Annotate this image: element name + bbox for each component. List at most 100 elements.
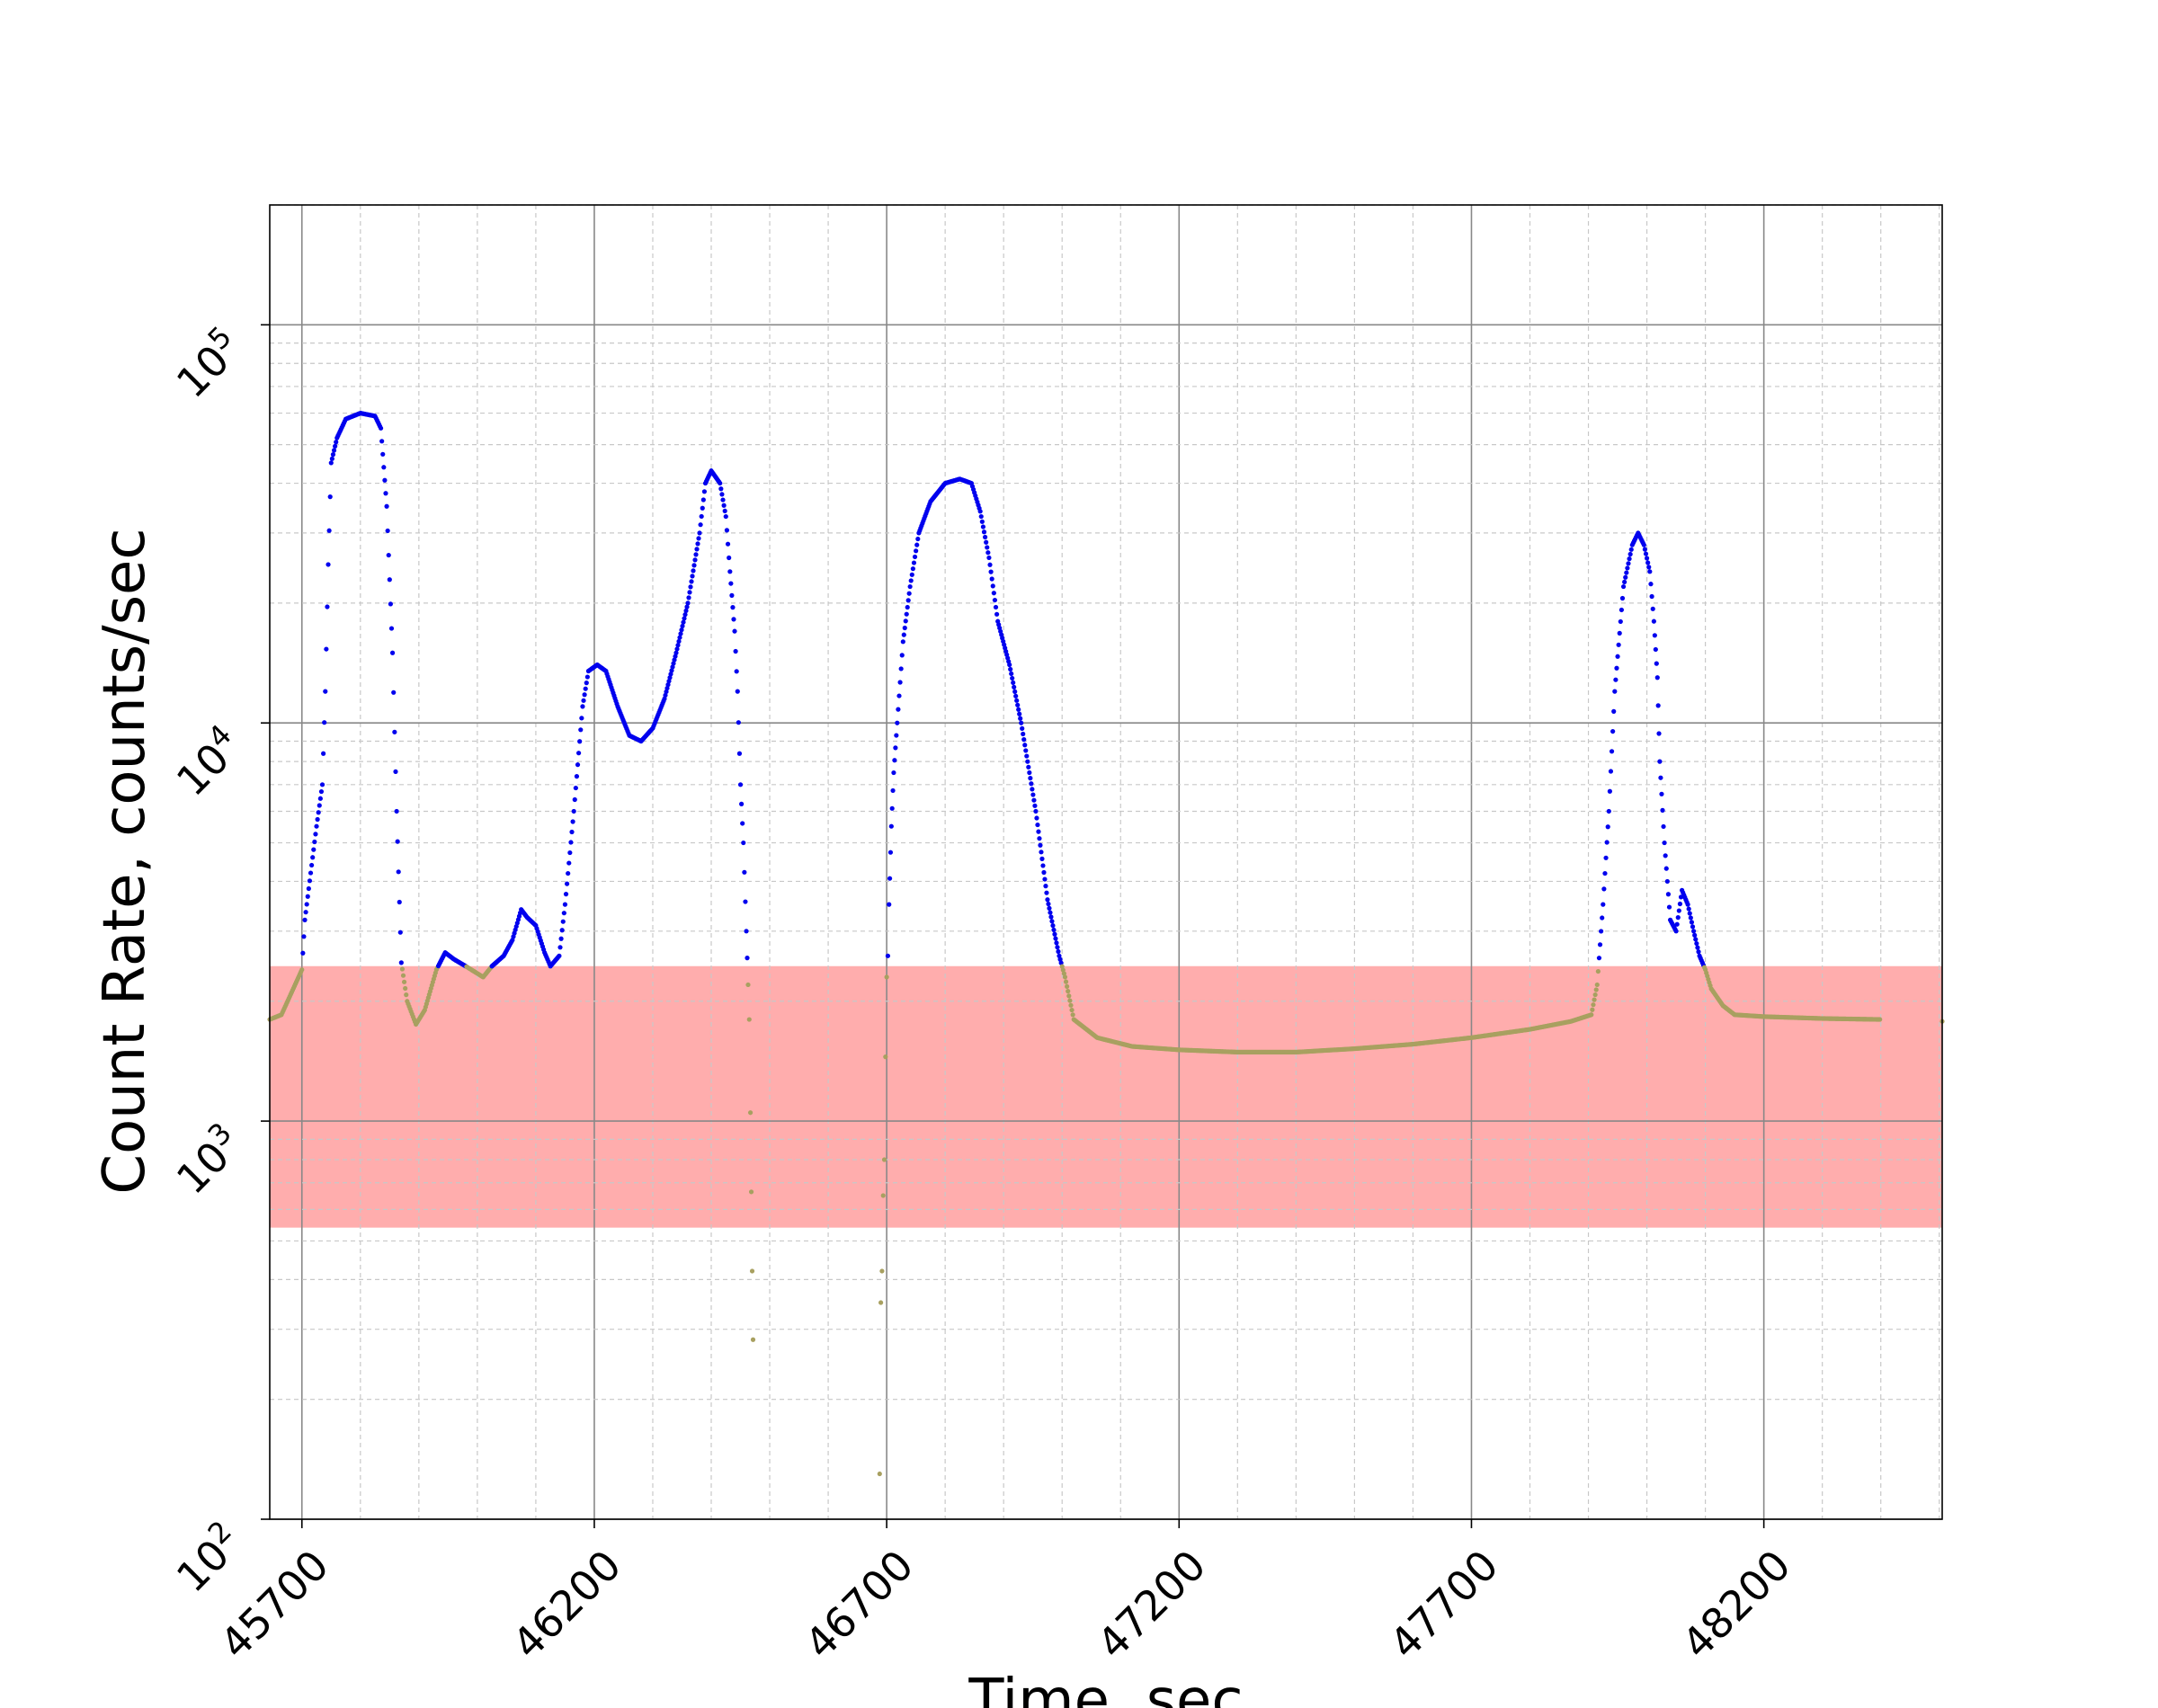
data-point [1018, 716, 1023, 721]
data-point [1022, 743, 1028, 748]
grid-layer [270, 204, 1942, 1520]
data-point [317, 796, 323, 801]
data-point [1589, 1012, 1594, 1018]
data-point [323, 689, 328, 694]
data-point [334, 440, 339, 445]
data-point [1046, 901, 1051, 907]
data-point [668, 672, 673, 677]
data-point [883, 1054, 888, 1060]
data-point [1661, 823, 1666, 830]
data-point [699, 513, 704, 520]
data-point [558, 936, 564, 941]
data-point [394, 808, 399, 814]
data-point [563, 892, 569, 897]
data-point [725, 541, 731, 547]
data-point [1039, 850, 1044, 855]
data-point [1665, 892, 1672, 897]
data-point [693, 552, 699, 557]
data-point [727, 569, 733, 574]
data-point [912, 554, 918, 560]
data-point [324, 646, 329, 652]
data-point [1608, 769, 1614, 774]
data-point [1609, 749, 1615, 754]
data-point [1065, 983, 1070, 989]
data-point [907, 583, 913, 590]
data-point [326, 528, 332, 533]
data-point [884, 974, 889, 980]
data-point [569, 829, 575, 835]
data-point [1033, 808, 1039, 814]
data-point [697, 530, 702, 536]
data-point [1611, 708, 1617, 714]
data-point [1043, 884, 1048, 889]
data-point [1054, 940, 1059, 946]
data-point [680, 623, 685, 629]
data-point [1062, 974, 1068, 980]
band-layer [270, 965, 1942, 1228]
data-point [673, 650, 679, 655]
data-point [719, 492, 725, 497]
data-point [905, 598, 911, 603]
data-point [1696, 949, 1701, 955]
data-point [742, 869, 747, 875]
data-point [667, 675, 673, 681]
data-point [301, 934, 307, 939]
data-point [748, 1189, 754, 1195]
data-point [1647, 569, 1653, 574]
data-point [1049, 919, 1055, 924]
data-point [729, 592, 735, 598]
data-point [384, 503, 389, 509]
data-point [722, 508, 727, 514]
data-point [309, 862, 315, 868]
data-point [1627, 556, 1632, 562]
data-point [391, 689, 397, 695]
data-point [994, 611, 1000, 617]
data-point [1015, 702, 1021, 707]
data-point [403, 985, 408, 992]
data-point [671, 661, 676, 666]
data-point [303, 910, 308, 915]
data-point [333, 443, 338, 449]
data-point [308, 870, 314, 876]
data-point [1014, 698, 1020, 703]
data-point [1007, 662, 1012, 668]
data-point [688, 584, 693, 590]
data-point [700, 505, 705, 511]
data-point [914, 542, 920, 547]
data-point [1614, 665, 1619, 671]
data-point [978, 513, 984, 520]
data-point [736, 751, 743, 756]
data-point [745, 956, 750, 961]
data-point [988, 569, 994, 574]
data-point [1590, 1007, 1595, 1012]
data-point [327, 494, 333, 500]
data-point [583, 686, 588, 691]
plot-frame [269, 204, 1943, 1520]
data-point [690, 574, 695, 579]
data-point [1012, 689, 1018, 694]
data-point [683, 608, 689, 614]
data-point [1016, 707, 1021, 712]
data-point [682, 612, 688, 618]
data-point [315, 816, 320, 823]
data-point [700, 497, 706, 503]
data-point [905, 604, 910, 610]
data-point [896, 707, 901, 712]
data-point [1013, 693, 1019, 698]
data-point [1656, 731, 1662, 736]
data-point [1651, 618, 1656, 624]
data-point [330, 452, 336, 458]
data-point [328, 460, 334, 466]
data-point [1618, 607, 1624, 613]
data-point [1623, 574, 1628, 580]
data-point [908, 578, 914, 583]
data-point [904, 611, 909, 617]
data-point [721, 503, 727, 508]
data-point [559, 928, 565, 933]
data-point [701, 489, 708, 494]
data-point [1604, 840, 1610, 845]
data-point [987, 562, 993, 567]
data-point [727, 555, 732, 561]
data-point [895, 720, 900, 725]
